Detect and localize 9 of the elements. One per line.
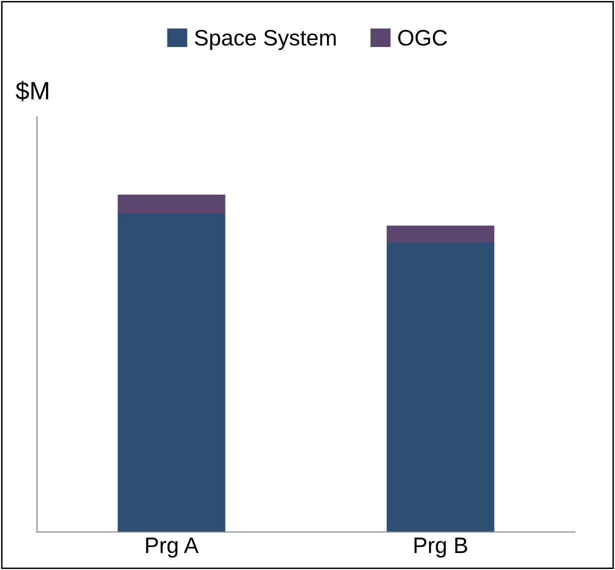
bar [118, 194, 226, 214]
x-tick-label: Prg A [146, 538, 199, 558]
x-tick-label: Prg B [414, 538, 468, 558]
legend-label: OGC [398, 30, 447, 46]
bar [386, 226, 494, 243]
bar [386, 242, 494, 532]
bar [118, 213, 226, 532]
legend-label: Space System [194, 30, 336, 50]
y-axis-title: $M [16, 80, 48, 102]
